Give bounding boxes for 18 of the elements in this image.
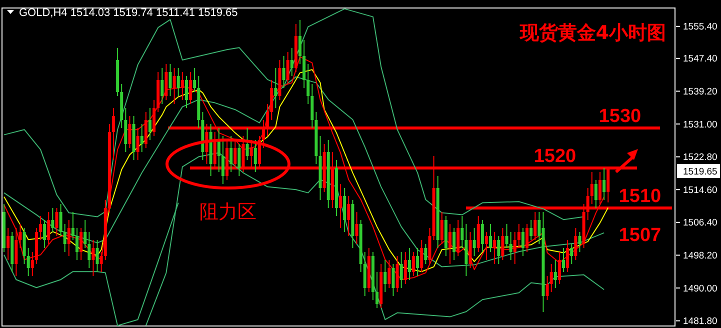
y-tick-label: 1481.80 xyxy=(683,316,718,328)
y-tick-label: 1555.40 xyxy=(683,22,718,33)
y-tick-label: 1490.00 xyxy=(683,283,718,294)
y-tick-label: 1522.80 xyxy=(683,152,718,164)
y-tick-label: 1506.40 xyxy=(683,218,718,229)
text: 1519.65 xyxy=(683,166,718,178)
y-tick-label: 1539.20 xyxy=(683,86,718,98)
annotation: 阻力区 xyxy=(200,201,256,223)
ref-line-label: 1510 xyxy=(618,186,662,207)
y-tick-label: 1498.20 xyxy=(683,250,718,262)
y-tick-label: 1514.60 xyxy=(683,184,718,196)
ref-line-label: 1520 xyxy=(534,146,576,167)
chart-subtitle: GOLD,H4 1514.03 1519.74 1511.41 1519.65 xyxy=(19,7,238,19)
ref-line-label: 1530 xyxy=(598,106,642,127)
annotation: 1507 xyxy=(618,225,662,246)
y-tick-label: 1531.00 xyxy=(683,119,718,130)
text: 现货黄金4小时图 xyxy=(518,22,666,44)
y-tick-label: 1547.40 xyxy=(683,54,718,65)
